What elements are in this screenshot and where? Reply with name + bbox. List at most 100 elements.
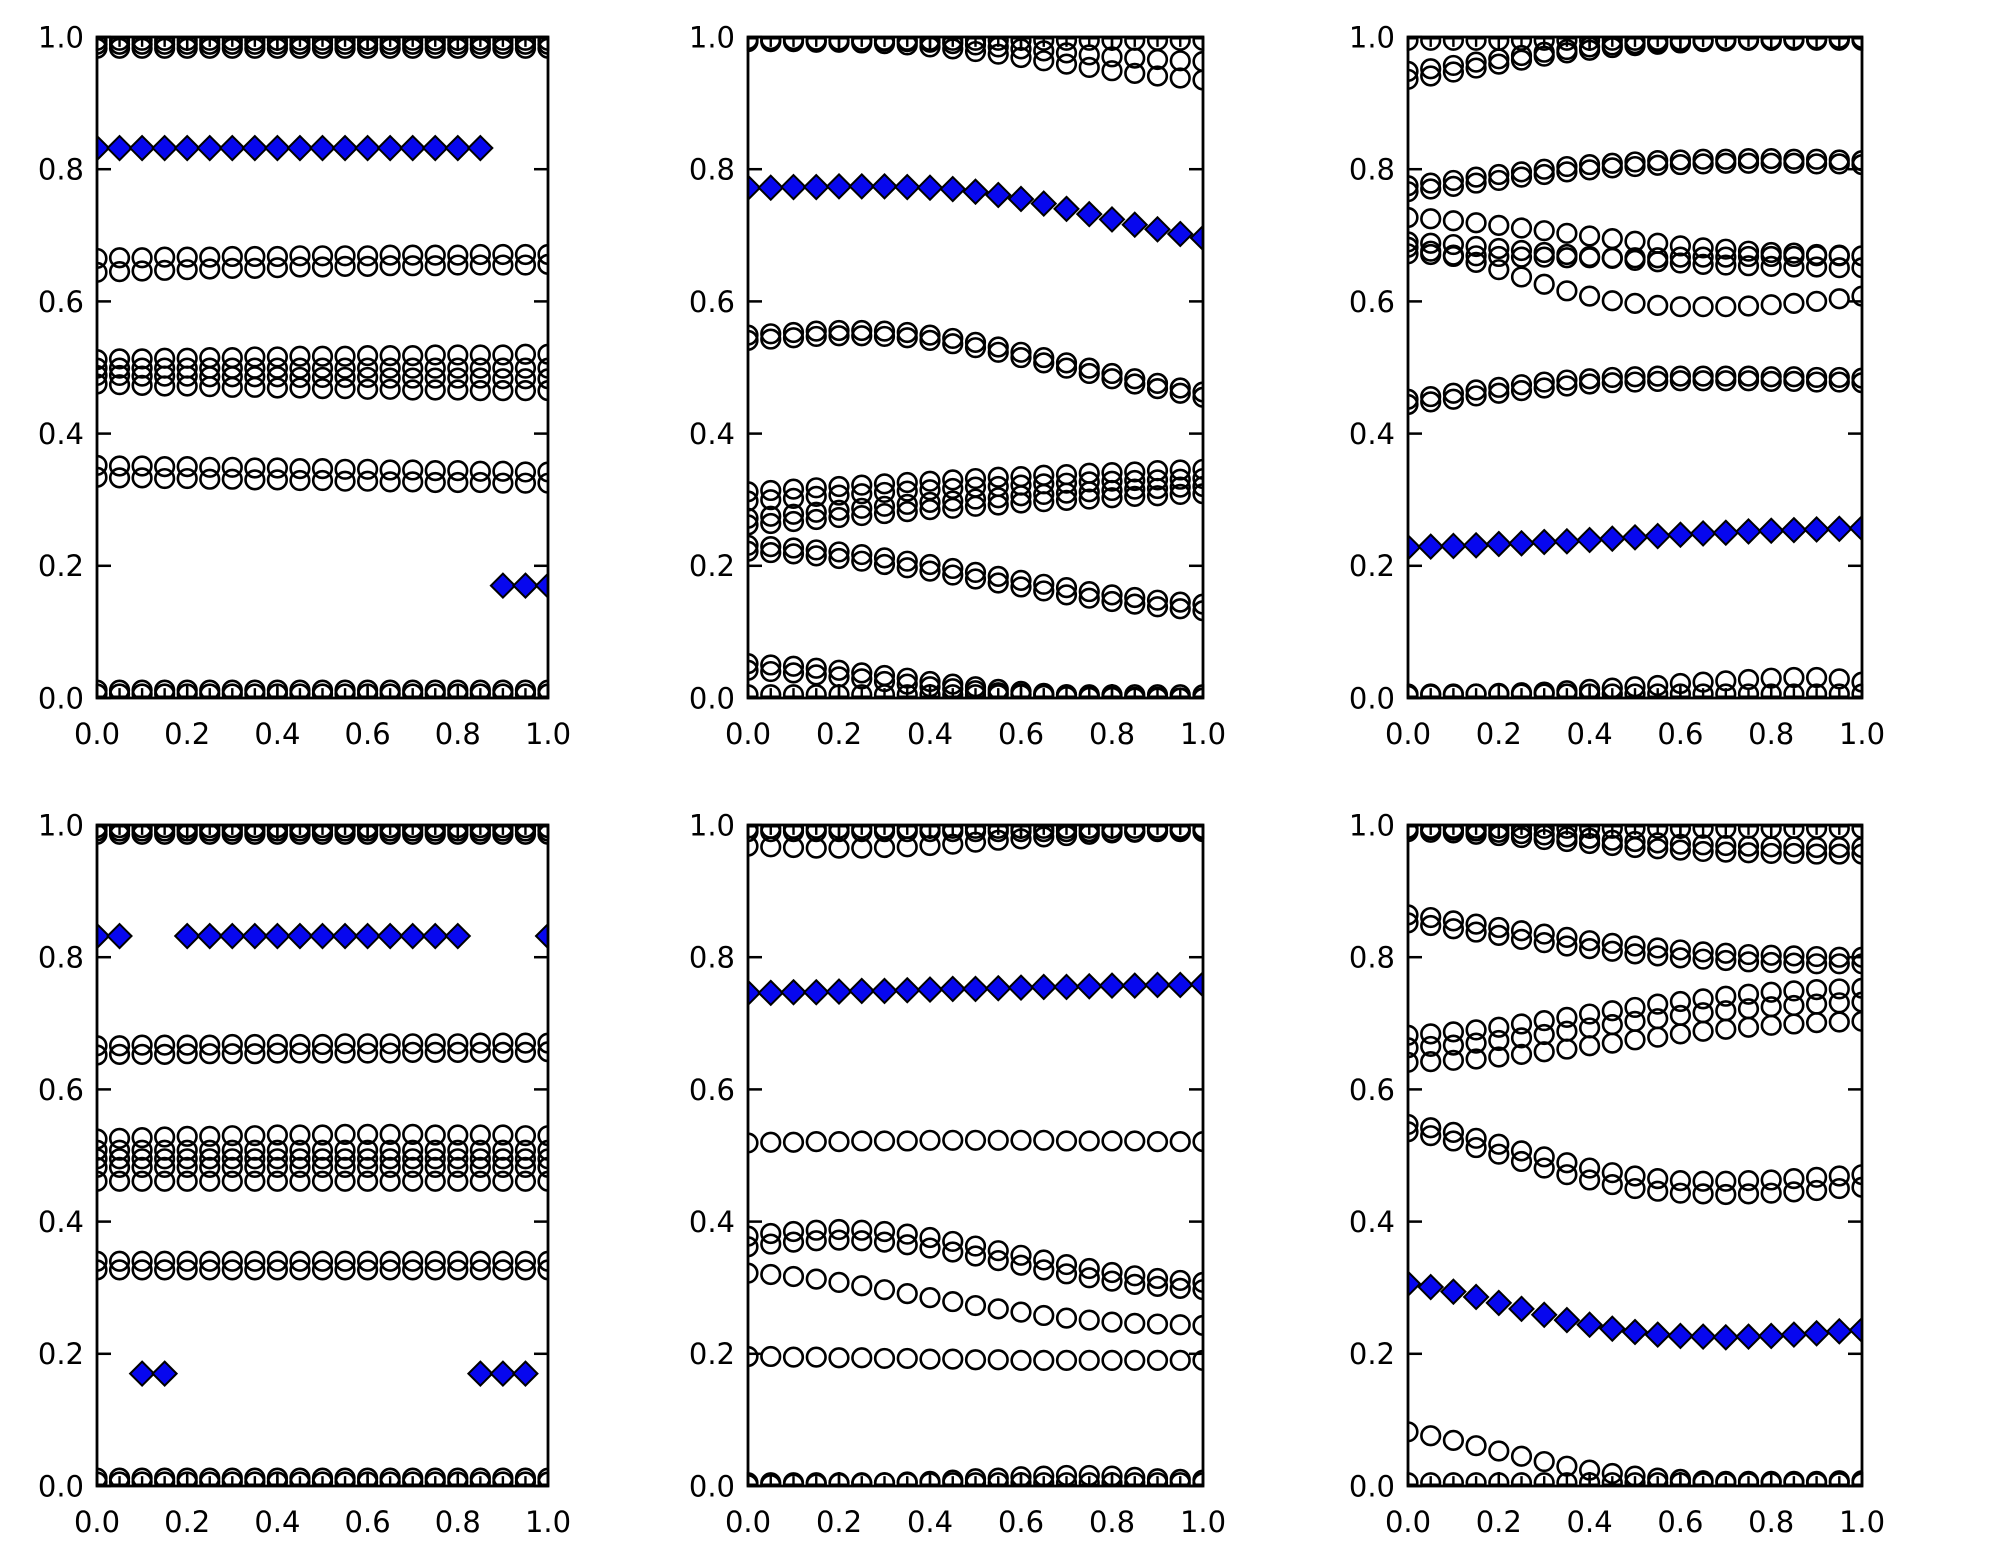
circle-marker <box>1805 366 1828 389</box>
circle-marker <box>1647 154 1669 176</box>
circle-marker <box>1488 382 1510 404</box>
series-circles-065 <box>97 1041 548 1066</box>
circle-marker <box>1078 56 1100 79</box>
circle-marker <box>97 348 108 371</box>
circle-marker <box>108 1259 131 1281</box>
circle-marker <box>1601 1173 1623 1196</box>
y-tick-label: 0.4 <box>689 1205 735 1239</box>
circle-marker <box>851 1275 873 1297</box>
y-tick-label: 0.0 <box>1349 681 1395 715</box>
circle-marker <box>492 1032 514 1054</box>
circle-marker <box>987 1129 1009 1151</box>
circle-marker <box>221 683 243 698</box>
circle-marker <box>782 1265 805 1288</box>
circle-marker <box>1556 369 1578 391</box>
circle-marker <box>447 1124 469 1146</box>
circle-marker <box>289 377 311 399</box>
x-tick-label: 0.6 <box>345 1505 391 1539</box>
diamond-marker <box>1189 970 1203 998</box>
series-diamonds <box>748 970 1203 1007</box>
circle-marker <box>154 1126 176 1148</box>
circle-marker <box>1055 352 1078 374</box>
circle-marker <box>469 344 491 366</box>
circle-marker <box>334 825 356 845</box>
circle-marker <box>1601 932 1623 954</box>
diamond-marker <box>780 173 807 201</box>
axis-ticks <box>95 823 550 1488</box>
circle-marker <box>1510 1027 1533 1049</box>
circle-marker <box>311 37 334 59</box>
circle-marker <box>1783 292 1805 314</box>
circle-marker <box>851 684 873 698</box>
circle-marker <box>221 245 243 268</box>
circle-marker <box>851 474 873 496</box>
circle-marker <box>379 1033 401 1055</box>
circle-marker <box>1510 826 1533 849</box>
circle-marker <box>244 1259 266 1281</box>
circle-marker <box>828 1271 850 1294</box>
circle-marker <box>311 458 334 480</box>
circle-marker <box>1805 836 1828 859</box>
circle-marker <box>1408 60 1419 82</box>
x-tick-label: 1.0 <box>525 1505 571 1539</box>
circle-marker <box>1124 586 1146 609</box>
circle-marker <box>873 1472 896 1486</box>
circle-marker <box>266 366 289 388</box>
diamond-marker <box>1007 185 1035 213</box>
circle-marker <box>154 1170 176 1192</box>
circle-marker <box>987 494 1009 516</box>
circle-marker <box>221 1033 243 1056</box>
circle-marker <box>1669 246 1691 268</box>
circle-marker <box>1510 266 1533 288</box>
circle-marker <box>492 460 514 482</box>
circle-marker <box>760 512 782 535</box>
circle-marker <box>896 550 918 572</box>
series-circles-band-2 <box>748 467 1203 512</box>
circle-marker <box>851 825 873 843</box>
circle-marker <box>1601 228 1623 250</box>
circle-marker <box>357 825 379 845</box>
x-tick-label: 0.2 <box>816 1505 862 1539</box>
circle-marker <box>1783 1181 1805 1203</box>
circle-marker <box>1624 1029 1646 1051</box>
circle-marker <box>1533 828 1555 851</box>
circle-marker <box>1805 666 1828 689</box>
circle-marker <box>942 1290 964 1313</box>
circle-marker <box>1783 245 1805 268</box>
circle-marker <box>108 348 131 370</box>
axes-spines <box>746 823 1205 1488</box>
diamond-marker <box>1576 526 1604 554</box>
diamond-marker <box>1007 974 1035 1002</box>
circle-marker <box>828 825 850 843</box>
circle-marker <box>1408 1051 1419 1073</box>
circle-marker <box>424 1148 446 1170</box>
circle-marker <box>964 1235 987 1257</box>
circle-marker <box>1033 825 1055 843</box>
circle-marker <box>1692 683 1714 698</box>
circle-marker <box>782 510 805 533</box>
circle-marker <box>1737 37 1760 51</box>
circle-marker <box>1055 42 1078 64</box>
circle-marker <box>1488 1029 1510 1052</box>
diamond-marker <box>962 178 989 206</box>
circle-marker <box>108 261 131 283</box>
circle-marker <box>1737 365 1760 387</box>
circle-marker <box>266 1033 289 1056</box>
diamond-marker <box>1098 972 1126 1000</box>
circle-marker <box>1101 1270 1123 1292</box>
circle-marker <box>1624 1177 1646 1200</box>
circle-marker <box>1556 1020 1578 1042</box>
circle-marker <box>266 825 288 845</box>
series-circles-033 <box>97 466 548 494</box>
circle-marker <box>987 487 1009 509</box>
circle-marker <box>942 825 964 843</box>
circle-marker <box>424 460 446 482</box>
circle-marker <box>782 1131 805 1153</box>
circle-marker <box>1533 158 1555 180</box>
circle-marker <box>873 502 896 525</box>
circle-marker <box>1533 1472 1555 1486</box>
circle-marker <box>199 376 221 398</box>
circle-marker <box>1647 150 1669 172</box>
series-circles-band-2 <box>748 1229 1203 1301</box>
circle-marker <box>447 1156 469 1178</box>
